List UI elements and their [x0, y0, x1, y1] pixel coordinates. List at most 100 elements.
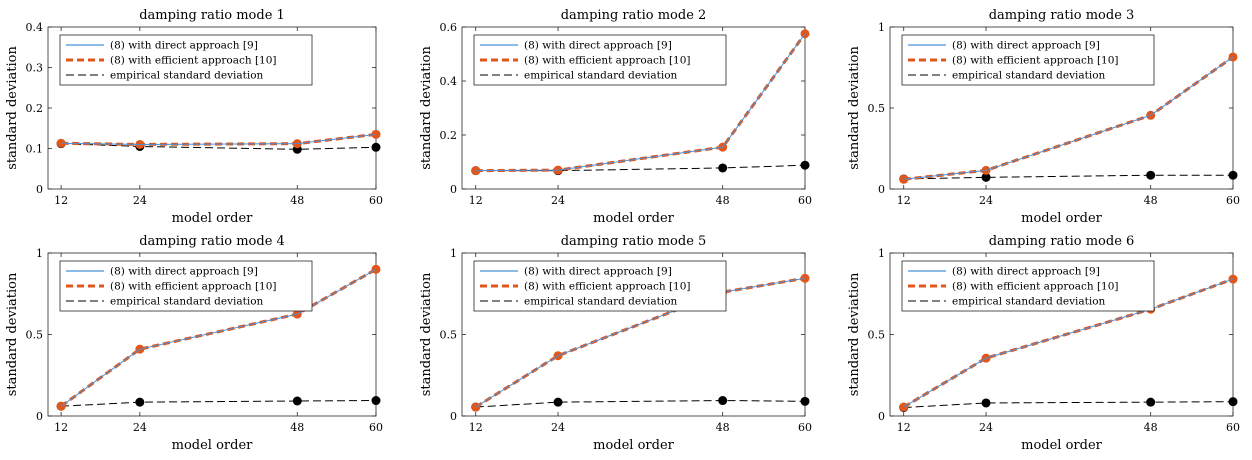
- data-point: 60: 0.088: [1228, 397, 1238, 407]
- y-tick-label: 0: [36, 183, 43, 196]
- data-point: 48: 0.085: [1146, 397, 1156, 407]
- series-line-1: [475, 33, 806, 172]
- x-axis-label: model order: [593, 211, 675, 226]
- series-line-1: [475, 277, 806, 408]
- y-tick-label: 0.6: [440, 21, 458, 34]
- series-line-3: [475, 400, 806, 408]
- x-axis-label: model order: [593, 438, 675, 453]
- series-line-3: [903, 401, 1234, 409]
- y-tick-label: 1: [450, 247, 457, 260]
- legend-label-1: (8) with direct approach [9]: [952, 266, 1100, 278]
- legend-label-1: (8) with direct approach [9]: [110, 266, 258, 278]
- x-tick-label: 24: [979, 421, 993, 434]
- legend-label-2: (8) with efficient approach [10]: [524, 281, 691, 293]
- y-tick-label: 1: [878, 247, 885, 260]
- x-tick-label: 24: [979, 194, 993, 207]
- y-axis-label: standard deviation: [847, 46, 862, 170]
- data-point: 24: 0.08: [981, 398, 991, 408]
- y-tick-label: 1: [36, 247, 43, 260]
- y-tick-label: 0.5: [868, 102, 886, 115]
- chart-title: damping ratio mode 4: [139, 234, 285, 249]
- x-tick-label: 12: [54, 421, 68, 434]
- x-tick-label: 60: [1226, 194, 1240, 207]
- x-tick-label: 12: [897, 194, 911, 207]
- x-tick-label: 60: [369, 194, 383, 207]
- x-tick-label: 12: [469, 194, 483, 207]
- y-axis-label: standard deviation: [847, 272, 862, 396]
- x-tick-label: 12: [897, 421, 911, 434]
- y-tick-label: 0.1: [26, 143, 44, 156]
- data-point: 60: 0.09: [800, 396, 810, 406]
- legend-label-3: empirical standard deviation: [952, 70, 1106, 82]
- x-axis-label: model order: [1021, 438, 1103, 453]
- data-point: 12: 0.113: [56, 138, 66, 148]
- chart-title: damping ratio mode 1: [139, 8, 285, 23]
- data-point: 48: 0.085: [1146, 170, 1156, 180]
- chart-title: damping ratio mode 3: [989, 8, 1135, 23]
- chart-title: damping ratio mode 5: [561, 234, 707, 249]
- legend-label-2: (8) with efficient approach [10]: [110, 281, 277, 293]
- x-tick-label: 60: [798, 421, 812, 434]
- x-tick-label: 24: [551, 194, 565, 207]
- data-point: 60: 0.095: [371, 396, 381, 406]
- legend-label-2: (8) with efficient approach [10]: [110, 55, 277, 67]
- series-line-1: [61, 133, 377, 145]
- y-tick-label: 0: [878, 410, 885, 423]
- x-tick-label: 24: [551, 421, 565, 434]
- x-tick-label: 24: [133, 194, 147, 207]
- chart-panel-6: damping ratio mode 6 12 24 48 60 0 0.5 1 model o…: [847, 234, 1240, 453]
- data-point: 24: 0.085: [135, 397, 145, 407]
- data-point: 60: 0.088: [800, 160, 810, 170]
- data-point: 48: 0.095: [718, 396, 728, 406]
- chart-panel-1: damping ratio mode 1 12 24 48 60 0 0.1 0.2 0.3 0.…: [5, 8, 383, 226]
- y-tick-label: 0.5: [26, 329, 44, 342]
- x-axis-label: model order: [172, 438, 254, 453]
- y-tick-label: 0: [36, 410, 43, 423]
- y-tick-label: 0.4: [26, 21, 44, 34]
- y-tick-label: 0.3: [26, 62, 44, 75]
- y-tick-label: 0.5: [868, 329, 886, 342]
- x-tick-label: 60: [369, 421, 383, 434]
- data-point: 24: 0.072: [981, 172, 991, 182]
- legend-label-2: (8) with efficient approach [10]: [952, 281, 1119, 293]
- legend-label-2: (8) with efficient approach [10]: [524, 55, 691, 67]
- x-tick-label: 60: [798, 194, 812, 207]
- chart-panel-3: damping ratio mode 3 12 24 48 60 0 0.5 1 model o…: [847, 8, 1240, 226]
- legend-label-1: (8) with direct approach [9]: [524, 266, 672, 278]
- x-tick-label: 48: [1144, 194, 1158, 207]
- x-tick-label: 12: [54, 194, 68, 207]
- legend-label-1: (8) with direct approach [9]: [952, 40, 1100, 52]
- legend-label-1: (8) with direct approach [9]: [110, 40, 258, 52]
- data-point: 60: 0.085: [1228, 170, 1238, 180]
- legend-label-3: empirical standard deviation: [524, 70, 678, 82]
- series-line-1: [903, 278, 1234, 408]
- x-tick-label: 48: [716, 421, 730, 434]
- legend-label-3: empirical standard deviation: [110, 70, 264, 82]
- y-tick-label: 1: [878, 21, 885, 34]
- chart-panel-5: damping ratio mode 5 12 24 48 60 0 0.5 1 model o…: [419, 234, 812, 453]
- data-point: 48: 0.078: [718, 163, 728, 173]
- x-tick-label: 48: [716, 194, 730, 207]
- series-line-3: [61, 400, 377, 407]
- data-point: 24: 0.085: [553, 397, 563, 407]
- series-line-2: [61, 132, 377, 146]
- chart-title: damping ratio mode 2: [561, 8, 707, 23]
- chart-panel-4: damping ratio mode 4 12 24 48 60 0 0.5 1 model o…: [5, 234, 383, 453]
- y-tick-label: 0.2: [26, 102, 44, 115]
- series-line-1: [903, 56, 1234, 180]
- data-point: 48: 0.092: [292, 396, 302, 406]
- x-tick-label: 24: [133, 421, 147, 434]
- y-tick-label: 0.2: [440, 129, 458, 142]
- legend-label-3: empirical standard deviation: [952, 296, 1106, 308]
- y-tick-label: 0: [450, 410, 457, 423]
- x-tick-label: 48: [290, 194, 304, 207]
- data-point: 60: 0.103: [371, 142, 381, 152]
- series-line-3: [903, 174, 1233, 180]
- y-axis-label: standard deviation: [419, 272, 434, 396]
- x-axis-label: model order: [172, 211, 254, 226]
- y-axis-label: standard deviation: [5, 272, 20, 396]
- legend-label-1: (8) with direct approach [9]: [524, 40, 672, 52]
- x-tick-label: 48: [290, 421, 304, 434]
- x-tick-label: 60: [1226, 421, 1240, 434]
